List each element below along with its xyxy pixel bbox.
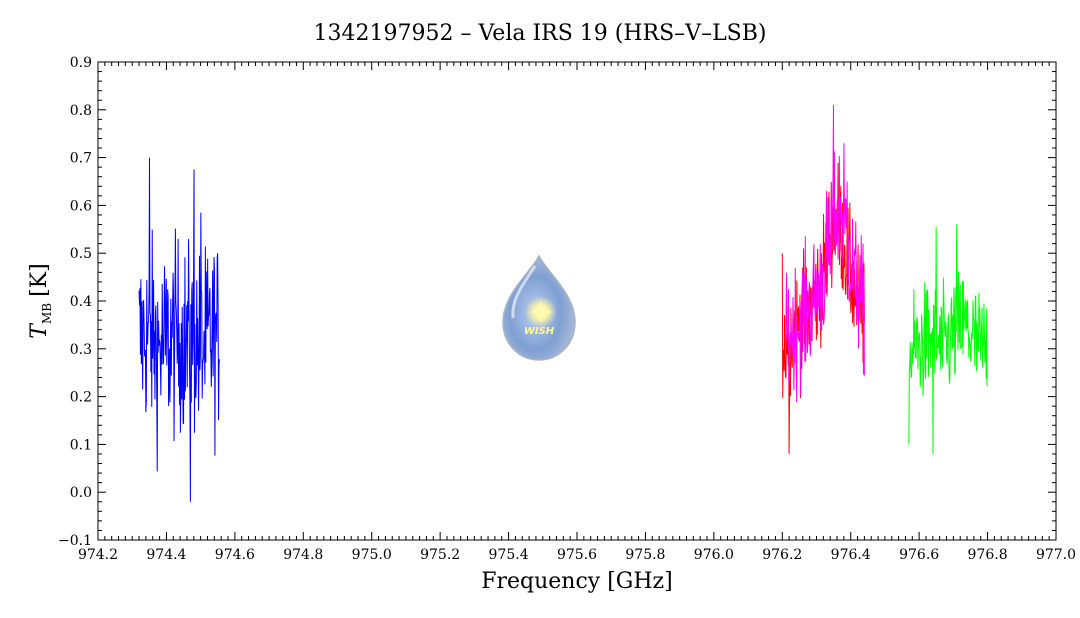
y-axis-subscript: MB (40, 303, 54, 324)
series-layer (138, 105, 989, 502)
spectrum-series-1 (138, 157, 220, 502)
y-tick-label: 0.0 (70, 485, 92, 501)
x-tick-label: 974.8 (283, 547, 323, 563)
y-axis-unit: [K] (27, 263, 52, 297)
x-tick-label: 975.6 (557, 547, 597, 563)
y-axis-label: TMB [K] (27, 263, 54, 338)
spectrum-series-3 (785, 105, 865, 402)
y-axis-symbol: T (27, 322, 52, 339)
x-tick-label: 977.0 (1036, 547, 1076, 563)
x-tick-label: 974.4 (146, 547, 186, 563)
x-tick-label: 974.6 (215, 547, 255, 563)
x-tick-label: 976.8 (968, 547, 1008, 563)
chart-title: 1342197952 – Vela IRS 19 (HRS–V–LSB) (313, 21, 766, 46)
y-tick-label: 0.5 (70, 246, 92, 262)
x-tick-label: 974.2 (78, 547, 118, 563)
y-tick-label: 0.7 (70, 151, 92, 167)
x-axis-label: Frequency [GHz] (481, 569, 673, 594)
x-tick-label: 975.4 (489, 547, 529, 563)
x-tick-label: 976.4 (831, 547, 871, 563)
y-tick-label: 0.3 (70, 342, 92, 358)
y-tick-label: −0.1 (58, 533, 92, 549)
y-tick-label: 0.8 (70, 103, 92, 119)
y-tick-label: 0.4 (70, 294, 92, 310)
y-axis: −0.1 0.0 0.1 0.2 0.3 0.4 0.5 0.6 0.7 0.8 0.9 (58, 55, 1056, 549)
x-tick-label: 976.2 (762, 547, 802, 563)
logo-text: WISH (524, 326, 555, 337)
x-tick-label: 975.0 (352, 547, 392, 563)
x-tick-label: 975.8 (625, 547, 665, 563)
svg-text:TMB[K]: TMB [K] (27, 263, 54, 338)
star-icon (530, 300, 552, 324)
plot-frame (97, 61, 1057, 541)
wish-logo: WISH (502, 254, 576, 361)
y-tick-label: 0.6 (70, 198, 92, 214)
spectrum-series-4 (908, 224, 989, 454)
y-tick-label: 0.1 (70, 437, 92, 453)
y-tick-label: 0.9 (70, 55, 92, 71)
y-tick-label: 0.2 (70, 390, 92, 406)
x-tick-label: 976.6 (899, 547, 939, 563)
x-axis: 974.2 974.4 974.6 974.8 975.0 975.2 975.4 975.6… (78, 62, 1076, 563)
x-tick-label: 976.0 (694, 547, 734, 563)
x-tick-label: 975.2 (420, 547, 460, 563)
